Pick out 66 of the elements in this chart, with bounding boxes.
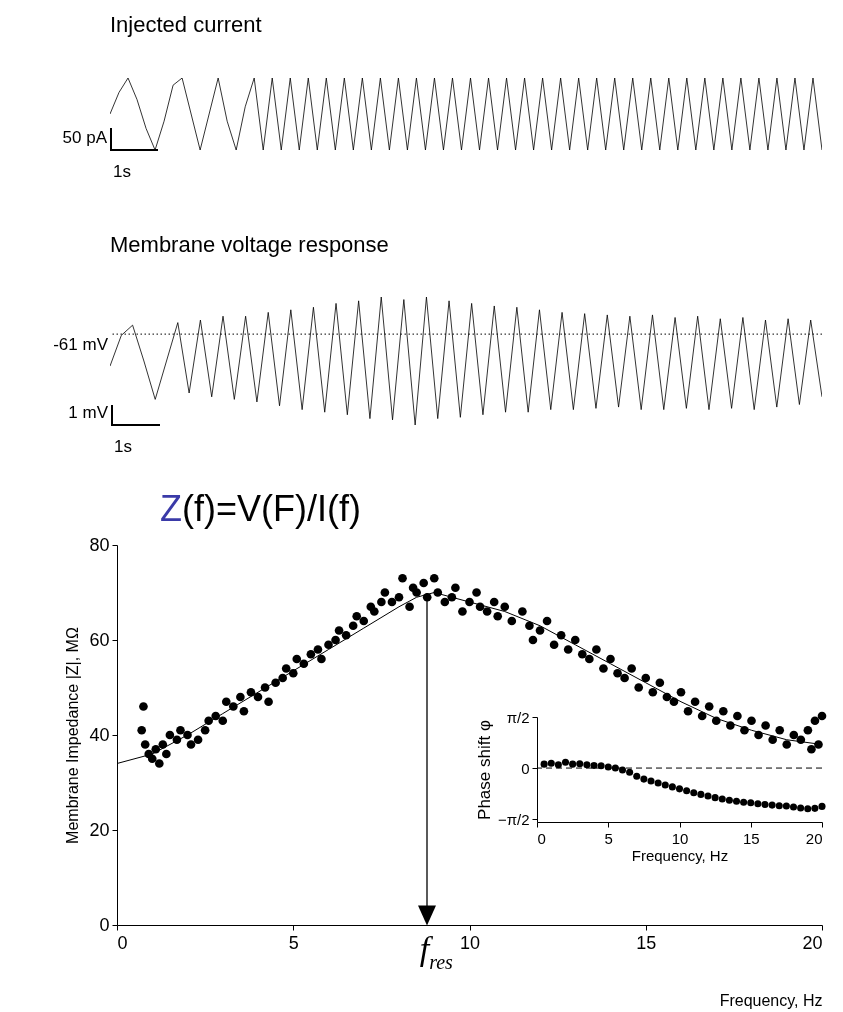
point	[747, 799, 755, 807]
point	[675, 785, 684, 793]
point	[711, 794, 719, 802]
x-tick-label: 15	[742, 829, 760, 847]
text: 1s	[114, 437, 132, 457]
y-axis-title: Membrane Impedance |Z|, MΩ	[64, 627, 82, 844]
x-tick-label: 20	[802, 932, 823, 953]
x-axis-title: Frequency, Hz	[719, 991, 823, 1009]
y-tick-label: 60	[89, 629, 110, 650]
y-axis-title: Phase shift φ	[474, 720, 494, 820]
point	[690, 789, 698, 797]
annotation: 50 pA	[62, 128, 107, 148]
point	[818, 802, 826, 810]
point	[754, 800, 762, 808]
x-tick-label: 20	[805, 829, 823, 847]
point	[768, 801, 776, 809]
x-axis-title: Frequency, Hz	[631, 846, 729, 864]
x-tick-label: 15	[636, 932, 657, 953]
point	[697, 790, 705, 798]
point	[732, 797, 741, 805]
text: 1 mV	[68, 403, 108, 423]
chart-title: Injected current	[110, 12, 262, 38]
ref-line-label: -61 mV	[53, 335, 109, 355]
point	[647, 777, 655, 785]
point	[569, 760, 577, 768]
point	[583, 761, 591, 769]
y-tick-label: 0	[99, 914, 110, 935]
x-tick-label: 0	[117, 932, 128, 953]
y-tick-label: −π/2	[497, 810, 530, 828]
y-tick-label: 0	[521, 759, 530, 777]
point	[797, 804, 805, 812]
point	[811, 804, 819, 812]
point	[775, 802, 783, 810]
point	[789, 803, 798, 811]
point	[782, 802, 790, 810]
point	[633, 772, 641, 780]
point	[576, 760, 584, 768]
point	[761, 800, 769, 808]
point	[725, 796, 733, 804]
point	[640, 775, 648, 783]
text: 1s	[113, 162, 131, 182]
x-tick-label: 10	[459, 932, 481, 953]
x-tick-label: 5	[288, 932, 299, 953]
point	[554, 761, 562, 769]
point	[626, 768, 634, 776]
point	[590, 761, 598, 769]
point	[540, 760, 548, 768]
point	[668, 783, 676, 791]
point	[654, 779, 662, 787]
chart-title: Z(f)=V(F)/I(f)	[160, 488, 361, 529]
y-tick-label: 40	[89, 724, 110, 745]
point	[618, 766, 627, 774]
point	[661, 781, 669, 789]
point	[718, 795, 726, 803]
x-tick-label: 10	[671, 829, 689, 847]
x-tick-label: 0	[537, 829, 546, 847]
point	[704, 792, 712, 800]
point	[683, 787, 691, 795]
point	[804, 805, 812, 813]
point	[547, 759, 555, 767]
y-tick-label: π/2	[506, 708, 530, 726]
y-tick-label: 80	[89, 534, 110, 555]
point	[740, 798, 748, 806]
x-tick-label: 5	[604, 829, 613, 847]
chart-title: Membrane voltage response	[110, 232, 389, 258]
point	[561, 758, 570, 766]
